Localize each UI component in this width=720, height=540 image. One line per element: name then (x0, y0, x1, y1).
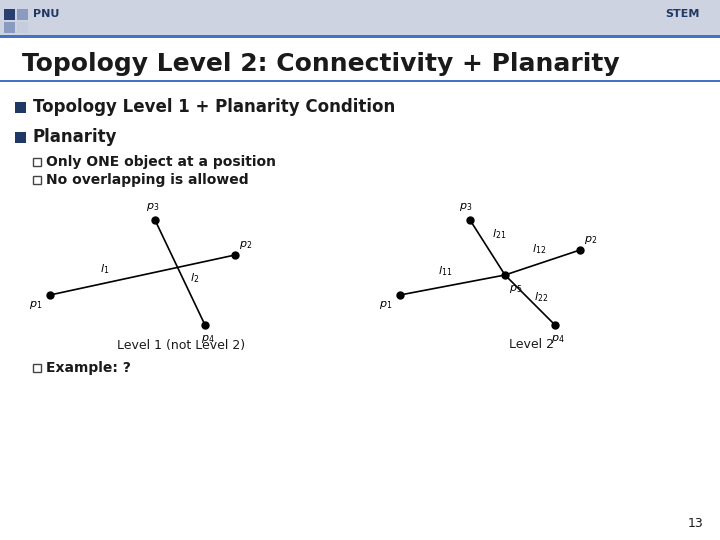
Text: Topology Level 2: Connectivity + Planarity: Topology Level 2: Connectivity + Planari… (22, 52, 620, 76)
Text: $l_{12}$: $l_{12}$ (531, 242, 546, 256)
Text: $p_5$: $p_5$ (509, 283, 522, 295)
Text: $l_{11}$: $l_{11}$ (438, 264, 452, 278)
Bar (33, 158, 41, 166)
Bar (4, 9, 15, 20)
Bar (0, 35, 720, 38)
Text: Only ONE object at a position: Only ONE object at a position (46, 155, 276, 169)
Text: $p_4$: $p_4$ (201, 333, 215, 345)
Text: $l_{22}$: $l_{22}$ (534, 291, 548, 305)
Text: $p_1$: $p_1$ (379, 299, 392, 311)
Text: PNU: PNU (33, 9, 59, 19)
Bar (33, 176, 41, 184)
Text: Level 2: Level 2 (509, 339, 554, 352)
Text: STEM: STEM (665, 9, 700, 19)
Bar (4, 22, 15, 33)
Text: Example: ?: Example: ? (46, 361, 131, 375)
Text: $l_2$: $l_2$ (191, 271, 199, 285)
Text: $l_1$: $l_1$ (100, 262, 109, 276)
Bar (0, 0, 720, 35)
Text: $p_2$: $p_2$ (584, 234, 597, 246)
Bar (17, 22, 28, 33)
Text: Level 1 (not Level 2): Level 1 (not Level 2) (117, 339, 246, 352)
Text: No overlapping is allowed: No overlapping is allowed (46, 173, 248, 187)
Text: 13: 13 (688, 517, 703, 530)
Bar (15, 102, 26, 113)
Text: $p_3$: $p_3$ (146, 201, 160, 213)
Bar (33, 364, 41, 372)
Bar (0, 79, 720, 82)
Text: $l_{21}$: $l_{21}$ (492, 227, 506, 241)
Text: $p_2$: $p_2$ (239, 239, 252, 251)
Text: $p_1$: $p_1$ (29, 299, 42, 311)
Text: $p_3$: $p_3$ (459, 201, 472, 213)
Bar (15, 132, 26, 143)
Text: Planarity: Planarity (33, 128, 117, 146)
Text: $p_4$: $p_4$ (552, 333, 564, 345)
Text: Topology Level 1 + Planarity Condition: Topology Level 1 + Planarity Condition (33, 98, 395, 116)
Bar (17, 9, 28, 20)
